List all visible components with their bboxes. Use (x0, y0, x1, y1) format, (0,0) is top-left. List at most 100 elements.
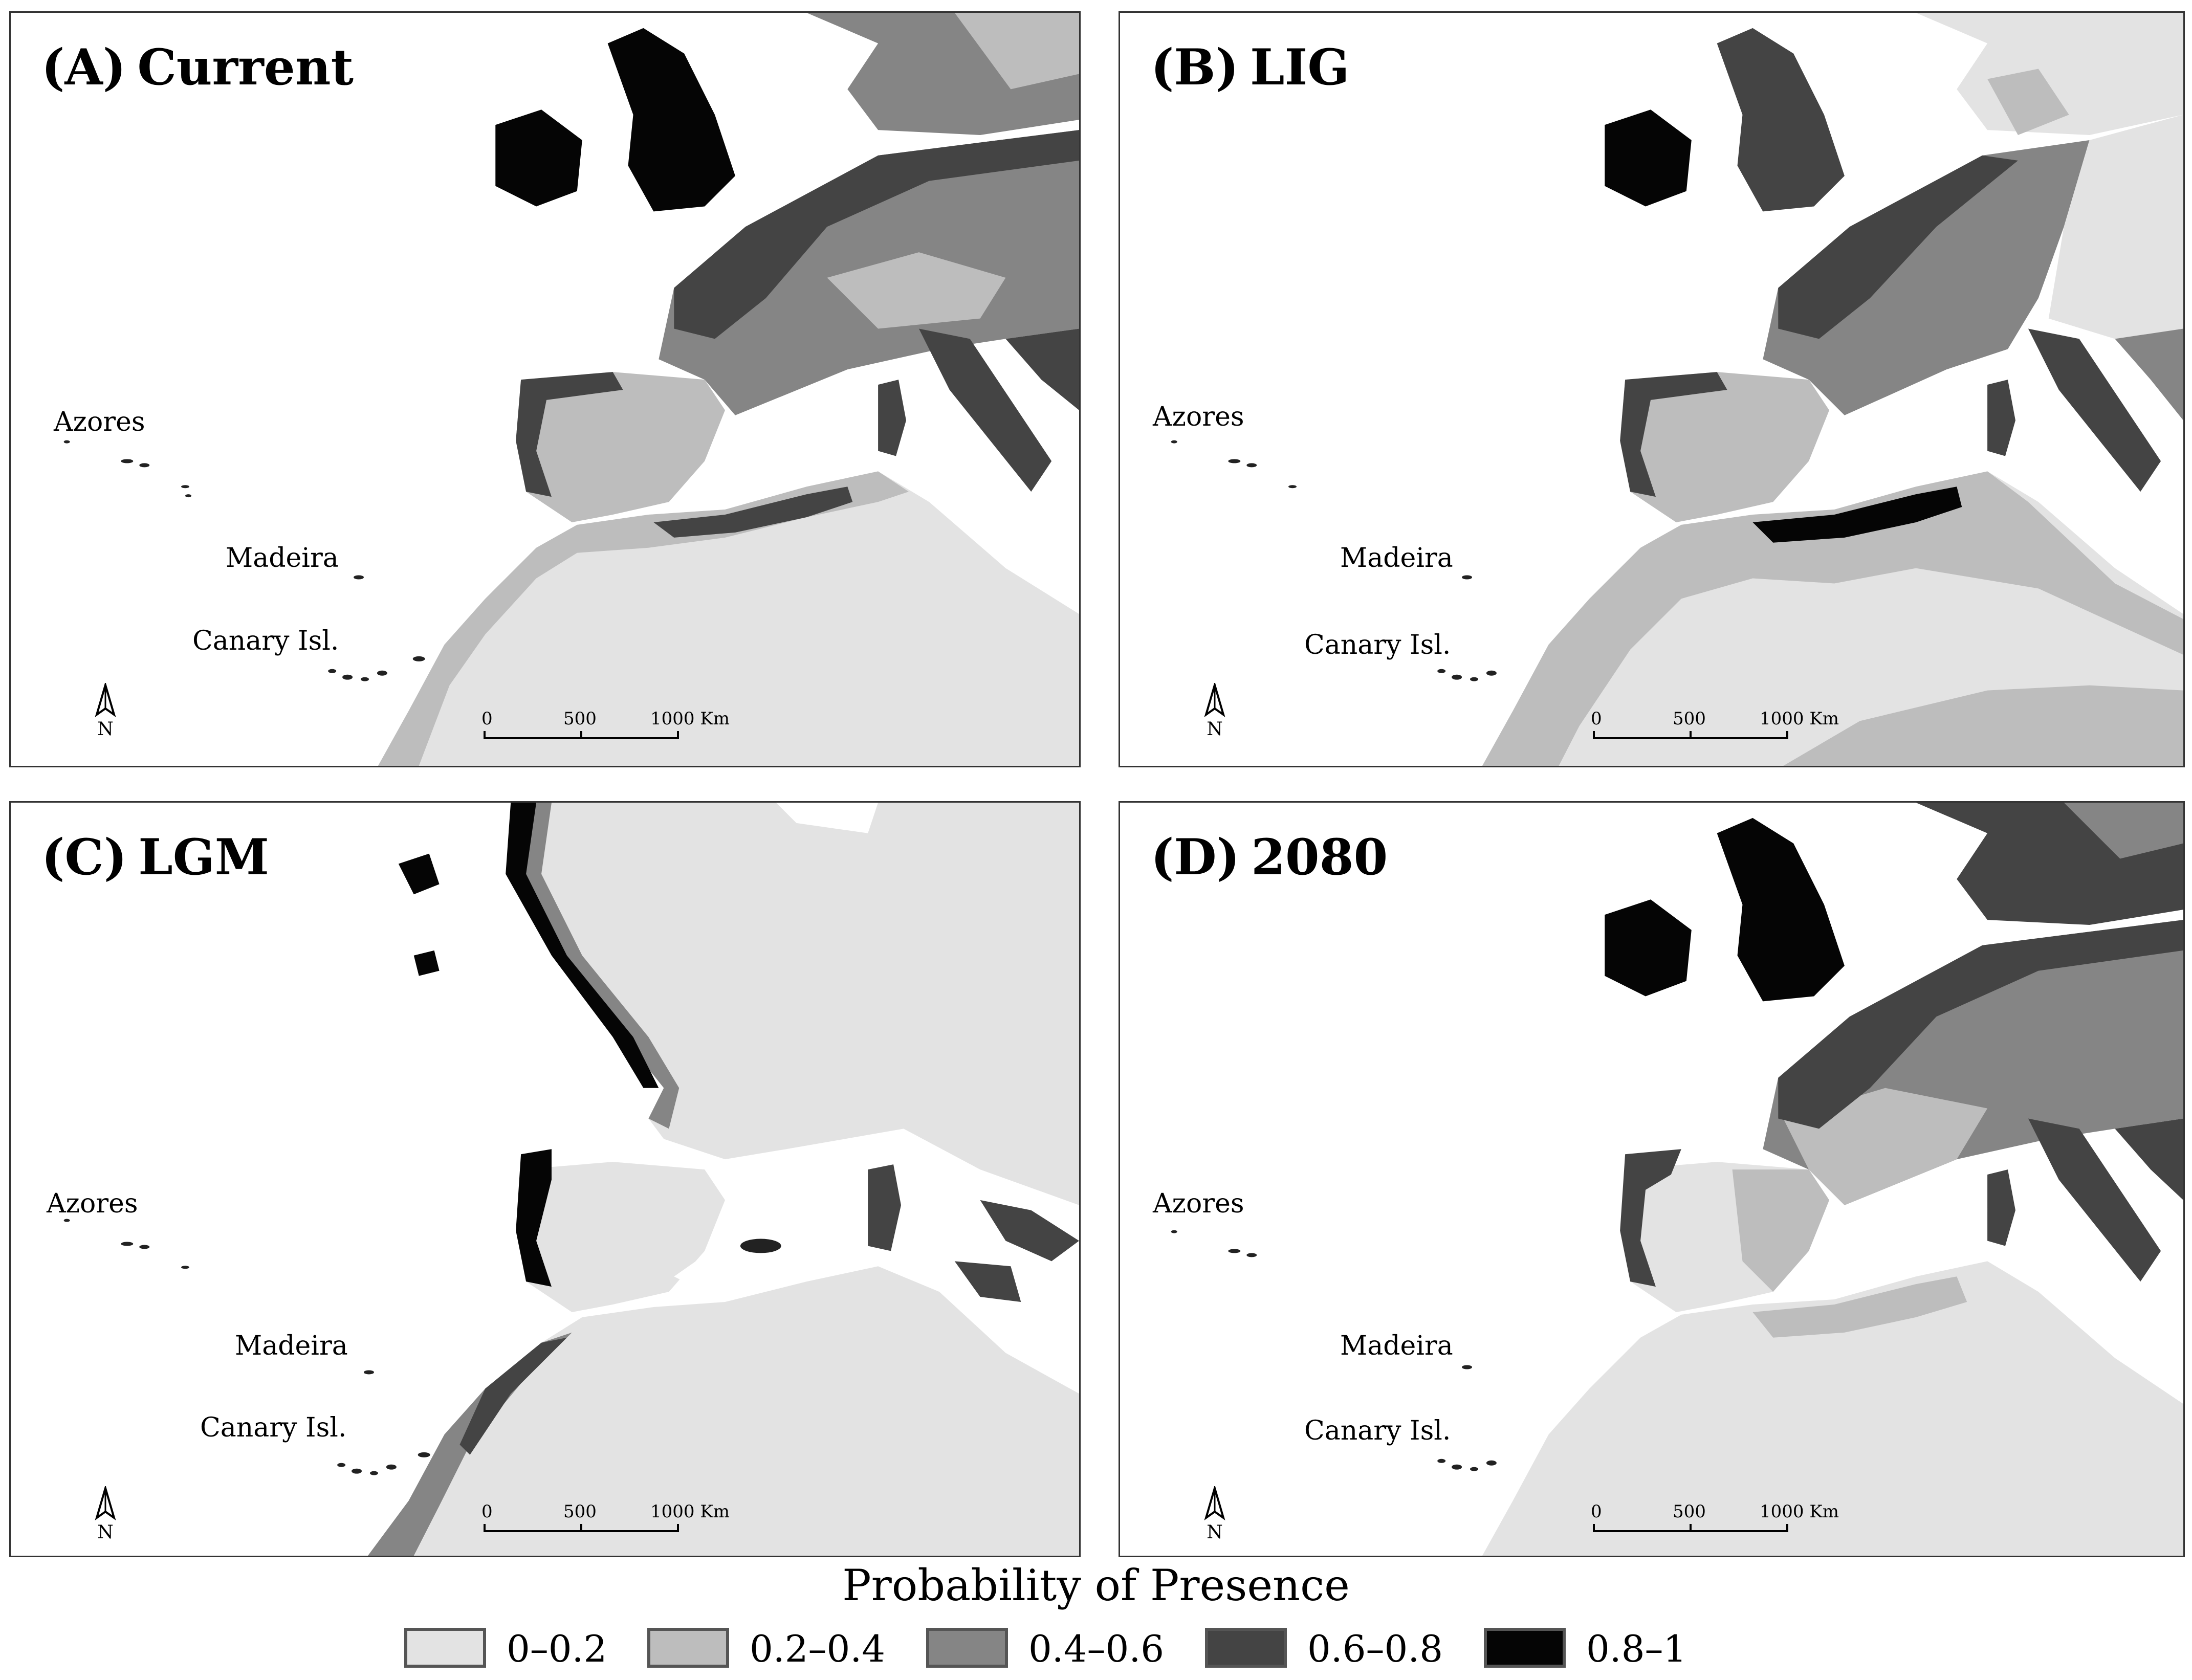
ireland (495, 109, 582, 207)
legend-swatch (1484, 1628, 1566, 1668)
legend-label: 0.4–0.6 (1028, 1627, 1165, 1670)
map-lgm (63, 803, 1079, 1556)
panel-title: (C) LGM (41, 828, 269, 886)
scale-bar: 0 500 1000 Km (481, 709, 730, 739)
britain (1717, 817, 1845, 1002)
sardinia (1987, 1169, 2015, 1246)
north-africa-band (1752, 1276, 1967, 1338)
central-europe (1763, 140, 2090, 415)
scale-bar: 0 500 1000 Km (1591, 1501, 1839, 1532)
legend-swatch (647, 1628, 729, 1668)
ireland (1605, 109, 1692, 207)
atlantic-islands (1171, 1230, 1497, 1471)
iberia (1620, 372, 1829, 522)
iberia (516, 1162, 725, 1312)
map-panel-lgm: (C) LGM Azores Madeira Canary Isl. N 0 50… (9, 801, 1081, 1557)
legend-label: 0–0.2 (507, 1627, 607, 1670)
africa-coast-band (378, 471, 909, 766)
label-canary: Canary Isl. (192, 626, 339, 656)
balkans (2115, 1118, 2183, 1200)
legend-label: 0.2–0.4 (750, 1627, 886, 1670)
label-azores: Azores (54, 407, 145, 437)
map-current (63, 13, 1079, 766)
atlantic-margin-dark (506, 803, 659, 1088)
label-madeira: Madeira (1340, 1331, 1453, 1361)
ireland-fragment (398, 853, 440, 895)
legend-swatch (1205, 1628, 1287, 1668)
italy (2028, 328, 2161, 492)
scandinavia-top (2064, 803, 2183, 859)
northwest-coast (1778, 155, 2018, 339)
atlantic-islands (63, 1219, 781, 1475)
legend-swatch (926, 1628, 1008, 1668)
ireland-fragment-2 (413, 950, 440, 976)
label-azores: Azores (1153, 1188, 1244, 1219)
panel-title: (B) LIG (1151, 38, 1350, 96)
italy (918, 328, 1052, 492)
britain (607, 28, 735, 212)
panel-title: (D) 2080 (1151, 828, 1388, 886)
north-arrow-icon: N (87, 681, 123, 740)
africa-band (1482, 471, 2183, 766)
atlantic-margin-mid (516, 803, 679, 1129)
atlantic-islands (1171, 440, 1497, 681)
north-africa-coast (653, 487, 853, 538)
map-panel-2080: (D) 2080 Azores Madeira Canary Isl. N 0 5… (1119, 801, 2185, 1557)
alps-light (827, 252, 1006, 329)
legend-swatch (404, 1628, 486, 1668)
sardinia (868, 1164, 901, 1251)
legend-title: Probability of Presence (842, 1560, 1350, 1610)
balkans (2115, 328, 2183, 421)
north-arrow-icon: N (1197, 1484, 1233, 1543)
map-2080 (1171, 803, 2183, 1556)
iberia-edge (516, 372, 623, 497)
north-arrow-icon: N (1197, 681, 1233, 740)
iberia-edge (1620, 372, 1727, 497)
label-madeira: Madeira (1340, 543, 1453, 573)
legend: 0–0.2 0.2–0.4 0.4–0.6 0.6–0.8 0.8–1 (404, 1626, 1837, 1672)
africa-coast-dark (459, 1337, 567, 1455)
label-canary: Canary Isl. (200, 1412, 347, 1443)
label-madeira: Madeira (226, 543, 339, 573)
iberia (516, 372, 725, 522)
denmark (1987, 69, 2069, 136)
north-arrow-icon: N (87, 1484, 123, 1543)
ireland (1605, 899, 1692, 997)
africa-landmass (367, 1266, 1079, 1556)
northwest-coast (1778, 920, 2183, 1129)
balkans (980, 1200, 1079, 1262)
scale-bar: 0 500 1000 Km (481, 1501, 730, 1532)
iberia-edge (516, 1149, 552, 1287)
label-madeira: Madeira (235, 1331, 348, 1361)
map-panel-lig: (B) LIG Azores Madeira Canary Isl. N 0 50… (1119, 11, 2185, 767)
balkans (1005, 328, 1079, 410)
iberia-edge (1620, 1149, 1681, 1287)
sicily-area (954, 1261, 1021, 1302)
atlantic-islands (63, 440, 425, 681)
east-europe-light (2048, 115, 2183, 339)
iberia-mid (1732, 1169, 1829, 1292)
label-canary: Canary Isl. (1304, 1416, 1451, 1446)
northwest-coast (674, 130, 1079, 339)
north-africa-coast (1752, 487, 1962, 543)
label-azores: Azores (47, 1188, 138, 1219)
map-panel-current: (A) Current Azores Madeira Canary Isl. N … (9, 11, 1081, 767)
panel-title: (A) Current (41, 38, 354, 96)
legend-label: 0.6–0.8 (1307, 1627, 1443, 1670)
scandinavia (1916, 13, 2183, 136)
ice-edge-white (776, 803, 879, 833)
label-azores: Azores (1153, 402, 1244, 432)
africa-landmass (1482, 1261, 2183, 1556)
scale-bar: 0 500 1000 Km (1591, 709, 1839, 739)
france-south-light (1783, 1088, 1988, 1205)
scandinavia-light (954, 13, 1079, 90)
label-canary: Canary Isl. (1304, 630, 1451, 660)
sardinia (1987, 380, 2015, 456)
italy (2028, 1118, 2161, 1282)
sardinia (878, 380, 906, 456)
map-lig (1171, 13, 2183, 766)
mediterranean-sea (674, 1169, 929, 1292)
africa-south-band (1783, 685, 2183, 766)
legend-label: 0.8–1 (1586, 1627, 1687, 1670)
britain (1717, 28, 1845, 212)
